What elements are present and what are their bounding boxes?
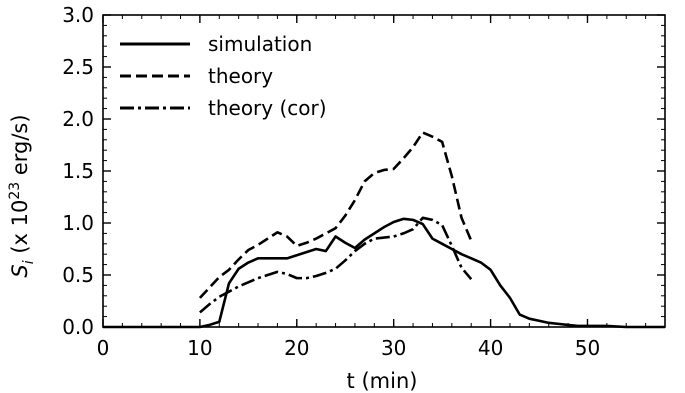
tick-labels: 0 10 20 30 40 50 0.0 0.5 1.0 1.5 2.0 2.5 3.0 [62, 3, 600, 360]
x-tick-label: 0 [97, 336, 110, 360]
x-tick-label: 40 [478, 336, 503, 360]
x-tick-label: 50 [575, 336, 600, 360]
series-line-theory [198, 131, 473, 299]
legend-label-simulation: simulation [208, 32, 312, 56]
y-axis-label-units-end: erg/s) [8, 114, 32, 181]
y-tick-label: 1.5 [62, 159, 94, 183]
plot-frame [102, 14, 666, 328]
y-tick-label: 2.5 [62, 55, 94, 79]
x-axis-label: t (min) [347, 369, 418, 393]
series-line-simulation [103, 217, 665, 329]
y-tick-label: 3.0 [62, 3, 94, 27]
series-lines [103, 131, 665, 329]
y-tick-label: 0.5 [62, 263, 94, 287]
y-axis-label-subscript: i [21, 260, 37, 264]
y-tick-label: 1.0 [62, 211, 94, 235]
y-axis-label: Si (x 1023 erg/s) [7, 114, 37, 277]
y-axis-label-symbol: S [8, 264, 32, 277]
y-tick-label: 2.0 [62, 107, 94, 131]
series-line-theory-cor [199, 216, 473, 314]
legend: simulation theory theory (cor) [120, 32, 327, 120]
legend-label-theory-cor: theory (cor) [208, 96, 327, 120]
x-tick-label: 30 [381, 336, 406, 360]
y-axis-label-units: (x 10 [8, 200, 32, 261]
y-tick-label: 0.0 [62, 315, 94, 339]
legend-label-theory: theory [208, 64, 273, 88]
x-tick-label: 20 [284, 336, 309, 360]
x-tick-label: 10 [187, 336, 212, 360]
y-axis-label-exponent: 23 [7, 182, 23, 200]
